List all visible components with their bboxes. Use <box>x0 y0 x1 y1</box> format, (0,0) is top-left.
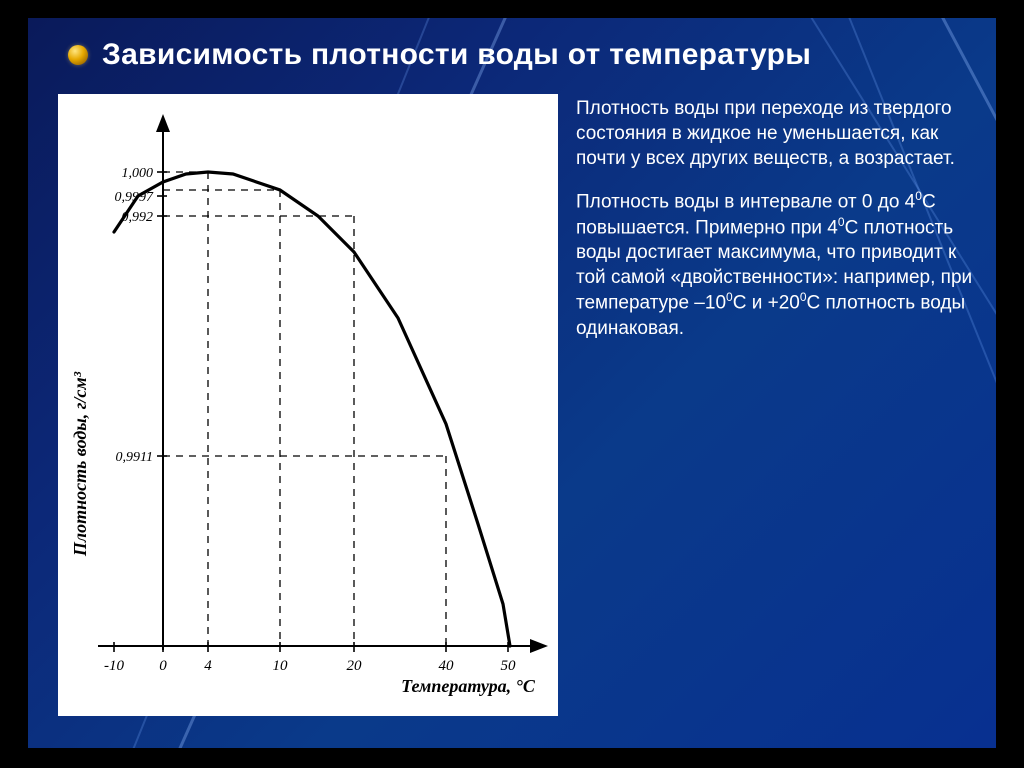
title-row: Зависимость плотности воды от температур… <box>68 38 976 72</box>
svg-text:10: 10 <box>273 658 289 674</box>
body-text: Плотность воды при переходе из твердого … <box>576 96 976 359</box>
chart-panel: -10 0 4 10 20 40 50 1,000 0,9997 0,992 0,9911 Темпе… <box>58 94 558 716</box>
svg-text:20: 20 <box>347 658 363 674</box>
svg-text:0,992: 0,992 <box>122 210 154 225</box>
sup: 0 <box>726 290 733 304</box>
svg-text:40: 40 <box>439 658 455 674</box>
bullet-icon <box>68 45 88 65</box>
slide: Зависимость плотности воды от температур… <box>28 18 996 748</box>
paragraph-2: Плотность воды в интервале от 0 до 40С п… <box>576 189 976 340</box>
density-chart: -10 0 4 10 20 40 50 1,000 0,9997 0,992 0,9911 Темпе… <box>58 94 558 716</box>
svg-text:0: 0 <box>159 658 167 674</box>
sup: 0 <box>838 215 845 229</box>
svg-text:-10: -10 <box>104 658 124 674</box>
text: С и +20 <box>733 293 800 314</box>
svg-text:Плотность воды, г/см³: Плотность воды, г/см³ <box>70 371 90 557</box>
paragraph-1: Плотность воды при переходе из твердого … <box>576 96 976 171</box>
svg-text:0,9997: 0,9997 <box>115 190 155 205</box>
svg-text:50: 50 <box>501 658 517 674</box>
svg-text:1,000: 1,000 <box>122 166 154 181</box>
svg-text:4: 4 <box>204 658 212 674</box>
text: Плотность воды в интервале от 0 до 4 <box>576 192 915 213</box>
sup: 0 <box>915 189 922 203</box>
slide-title: Зависимость плотности воды от температур… <box>102 38 811 72</box>
sup: 0 <box>800 290 807 304</box>
svg-text:0,9911: 0,9911 <box>116 450 153 465</box>
svg-text:Температура, °С: Температура, °С <box>401 676 536 696</box>
